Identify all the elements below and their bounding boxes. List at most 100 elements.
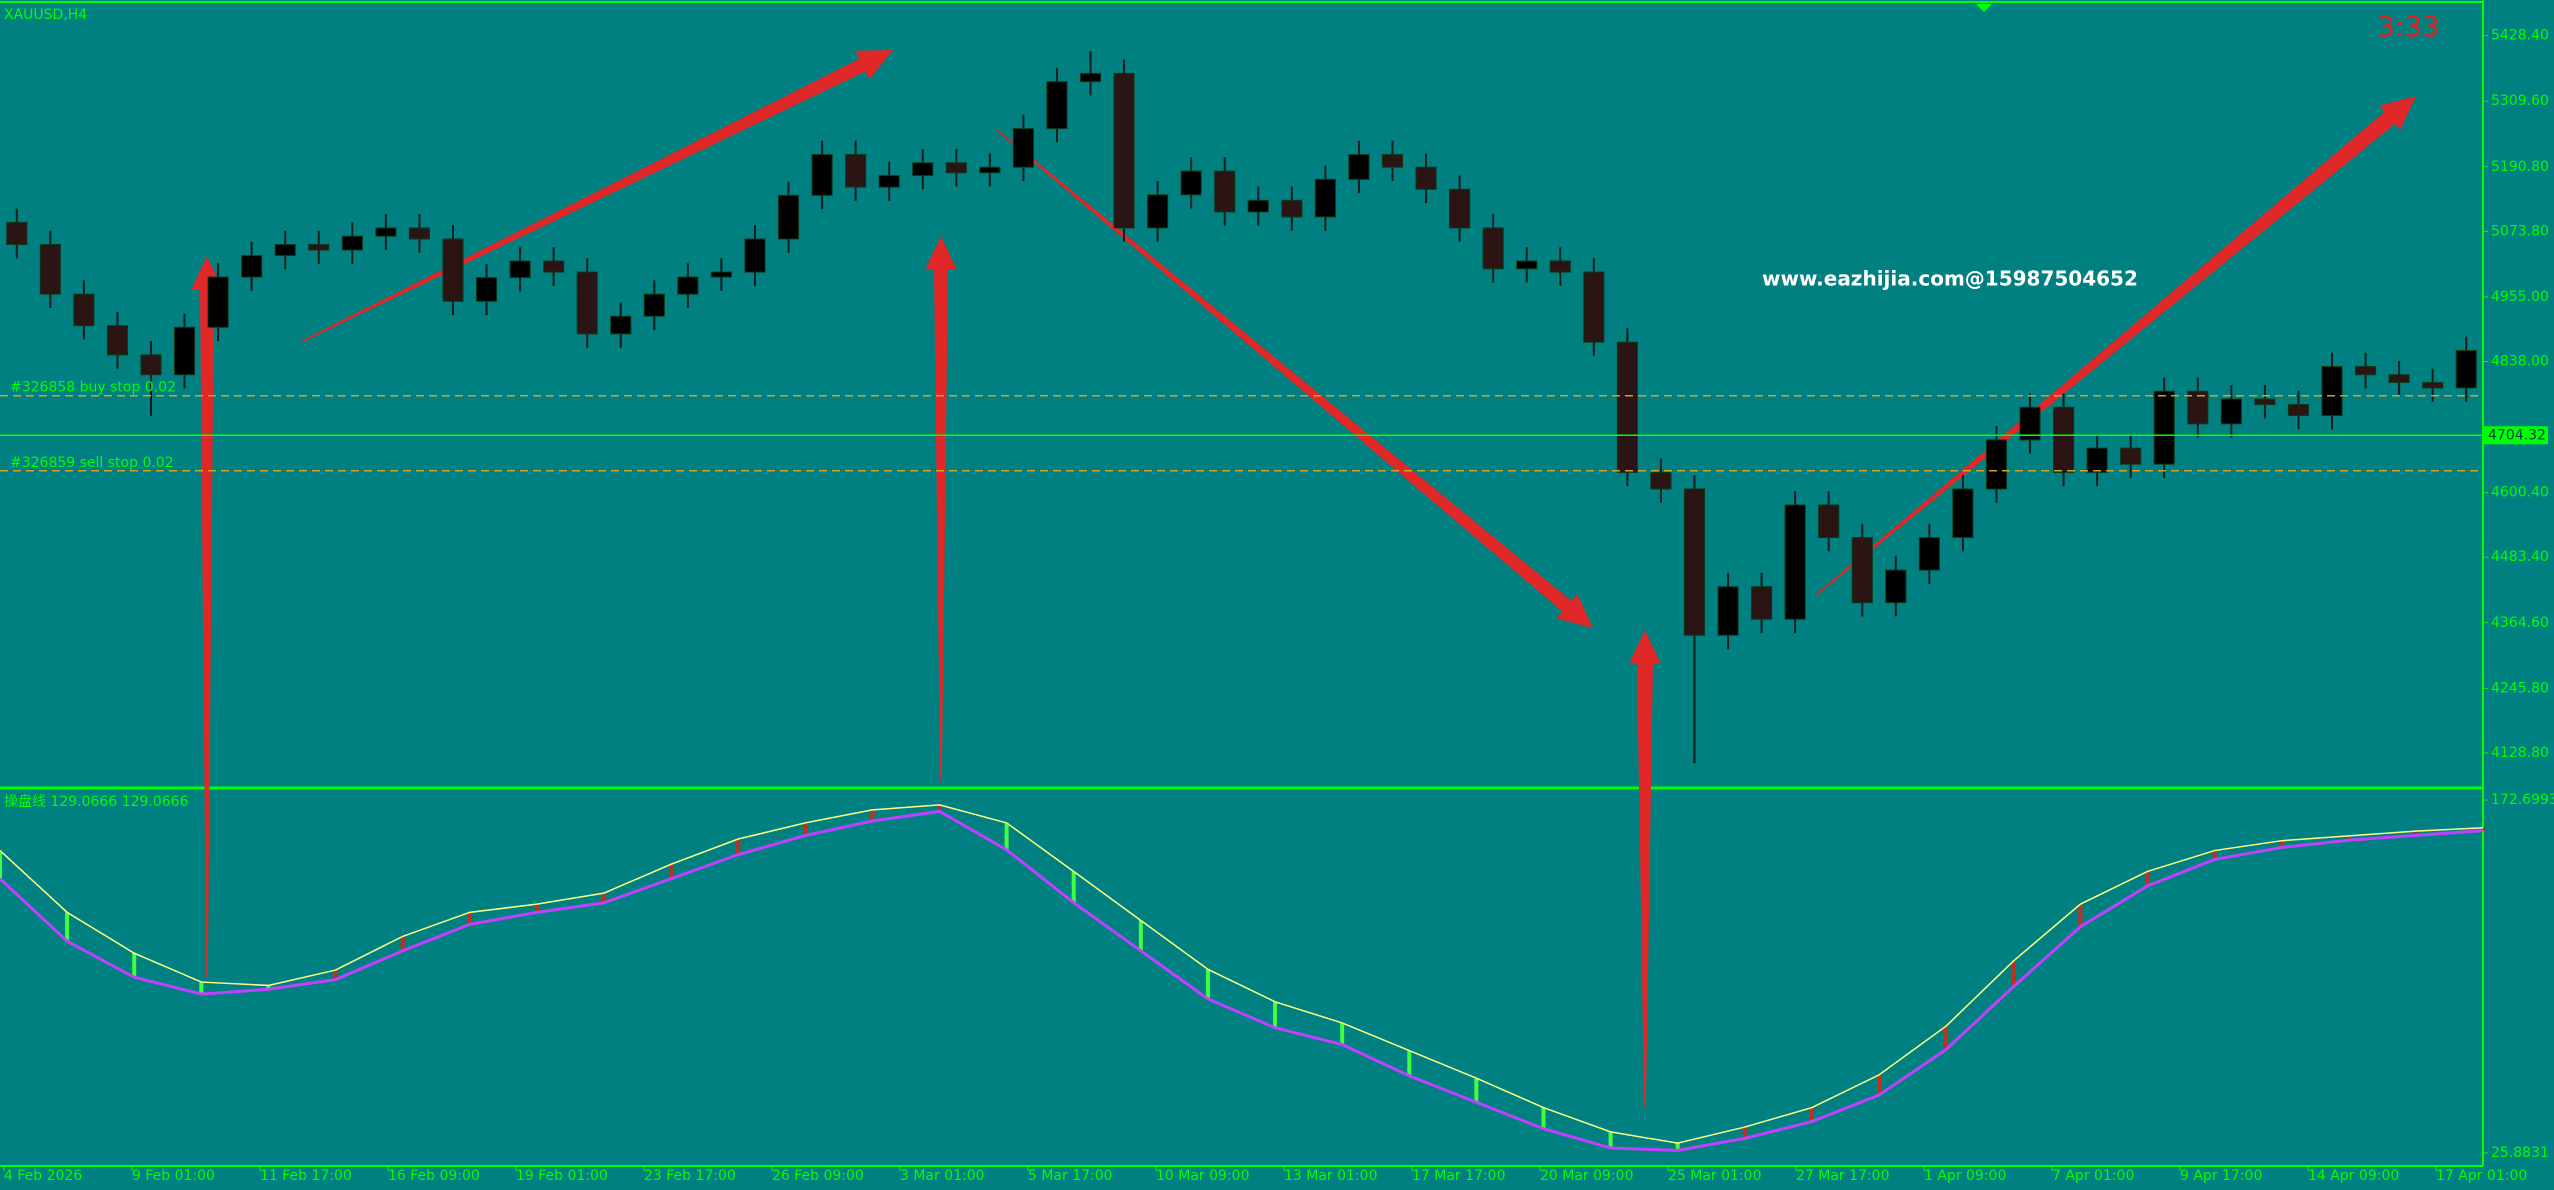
y-tick-label: 5190.80 <box>2491 159 2549 175</box>
chart-title: XAUUSD,H4 <box>4 7 87 23</box>
candle-body <box>475 277 498 302</box>
annotation-arrow <box>1629 630 1661 1108</box>
candle-body <box>1314 178 1336 218</box>
candle-body <box>1885 569 1907 604</box>
annotation-arrow <box>1815 96 2416 596</box>
candle-body <box>1180 170 1202 196</box>
price-tag-label: 4704.32 <box>2488 427 2546 443</box>
candle-body <box>1952 488 1974 539</box>
candle-body <box>2321 365 2343 417</box>
candle-body <box>2287 404 2310 417</box>
candle-body <box>2086 447 2108 473</box>
candle-body <box>744 238 766 273</box>
indicator-label: 操盘线 129.0666 129.0666 <box>4 793 189 810</box>
candle-body <box>2388 374 2410 383</box>
candle-body <box>1012 128 1034 168</box>
y-tick-label: 4245.80 <box>2491 680 2549 696</box>
y-tick-label: 4838.00 <box>2491 353 2549 369</box>
x-tick-label: 7 Apr 01:00 <box>2052 1168 2134 1184</box>
x-tick-label: 9 Feb 01:00 <box>132 1168 215 1184</box>
candle-body <box>39 243 61 295</box>
annotation-arrow <box>191 256 223 977</box>
x-tick-label: 13 Mar 01:00 <box>1284 1168 1377 1184</box>
x-tick-label: 1 Apr 09:00 <box>1924 1168 2006 1184</box>
y-tick-label: 25.8831 <box>2491 1145 2549 1161</box>
candle-body <box>1281 199 1303 218</box>
candle-body <box>643 293 665 317</box>
candle-body <box>710 271 732 278</box>
candle-body <box>2220 398 2242 425</box>
candle-body <box>878 175 900 188</box>
x-tick-label: 20 Mar 09:00 <box>1540 1168 1633 1184</box>
candle-body <box>375 227 397 237</box>
candle-body <box>1683 488 1706 636</box>
candle-body <box>2254 398 2276 406</box>
candle-body <box>2019 406 2041 441</box>
candle-body <box>106 325 129 356</box>
candle-body <box>2120 447 2142 465</box>
candle-body <box>1113 72 1135 229</box>
candle-body <box>1751 586 1773 620</box>
candle-body <box>509 260 531 279</box>
candle-body <box>1449 188 1471 229</box>
x-tick-label: 27 Mar 17:00 <box>1796 1168 1889 1184</box>
indicator-line <box>0 809 2484 1152</box>
y-tick-label: 5309.60 <box>2491 93 2549 109</box>
candle-body <box>1247 199 1269 213</box>
candle-body <box>2153 390 2175 465</box>
candle-body <box>1046 81 1068 130</box>
candle-body <box>1818 504 1840 539</box>
candle-body <box>73 293 95 327</box>
candle-body <box>1549 260 1571 273</box>
candle-body <box>1482 227 1504 270</box>
candle-body <box>408 227 430 240</box>
candle-body <box>1381 154 1404 168</box>
candle-body <box>912 162 934 177</box>
timer: 3:33 <box>2377 10 2440 43</box>
x-tick-label: 17 Mar 17:00 <box>1412 1168 1505 1184</box>
candle-body <box>2187 390 2209 425</box>
candle-body <box>274 243 296 257</box>
candle-body <box>2354 365 2377 376</box>
candle-body <box>173 326 196 376</box>
candle-body <box>2455 349 2477 389</box>
candle-body <box>341 235 363 251</box>
x-tick-label: 16 Feb 09:00 <box>388 1168 480 1184</box>
candle-body <box>6 221 28 245</box>
x-tick-label: 23 Feb 17:00 <box>644 1168 736 1184</box>
x-tick-label: 9 Apr 17:00 <box>2180 1168 2262 1184</box>
y-tick-label: 4600.40 <box>2491 485 2549 501</box>
candle-body <box>442 238 464 302</box>
x-tick-label: 5 Mar 17:00 <box>1028 1168 1113 1184</box>
price-tag <box>2484 426 2548 445</box>
annotation-arrow <box>996 129 1593 628</box>
candle-body <box>1415 166 1437 190</box>
candle-body <box>207 276 229 328</box>
candle-body <box>2053 406 2075 473</box>
annotation-arrow <box>925 236 957 782</box>
y-tick-label: 5428.40 <box>2491 28 2549 44</box>
order-label: #326859 sell stop 0.02 <box>10 455 174 471</box>
candle-body <box>845 154 867 188</box>
candle-body <box>1784 504 1806 620</box>
x-tick-label: 19 Feb 01:00 <box>516 1168 608 1184</box>
watermark: www.eazhijia.com@15987504652 <box>1762 267 2138 291</box>
candle-body <box>677 276 699 295</box>
y-tick-label: 4128.80 <box>2491 745 2549 761</box>
y-tick-label: 4955.00 <box>2491 289 2549 305</box>
candle-body <box>576 271 598 335</box>
annotations <box>191 50 2416 1108</box>
candle-body <box>1147 194 1169 229</box>
y-tick-label: 5073.80 <box>2491 223 2549 239</box>
candle-body <box>1583 271 1605 343</box>
indicator-line <box>0 804 2484 1144</box>
x-tick-label: 25 Mar 01:00 <box>1668 1168 1761 1184</box>
candle-body <box>543 260 565 273</box>
x-tick-label: 14 Apr 09:00 <box>2308 1168 2399 1184</box>
x-tick-label: 3 Mar 01:00 <box>900 1168 985 1184</box>
candle-body <box>140 354 162 376</box>
shift-marker <box>1976 4 1992 12</box>
candle-body <box>945 162 967 174</box>
candle-body <box>1918 537 1940 571</box>
